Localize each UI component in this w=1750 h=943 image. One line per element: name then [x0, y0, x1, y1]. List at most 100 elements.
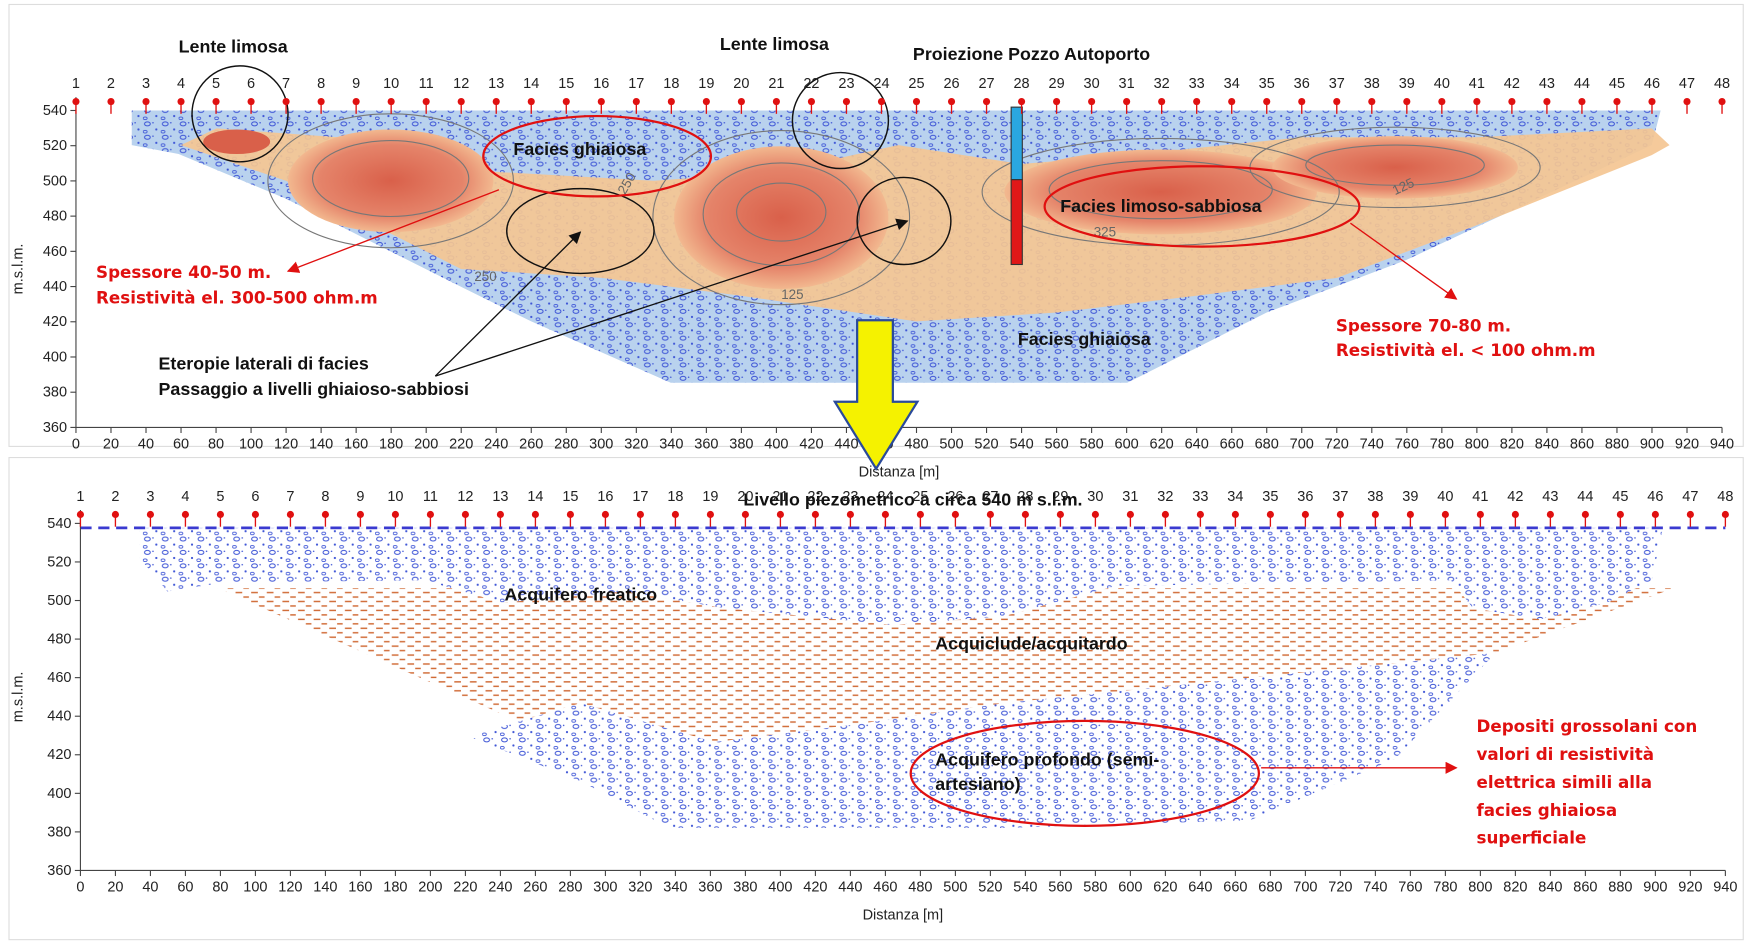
electrode [1263, 98, 1270, 105]
x-tick-label: 120 [278, 880, 302, 896]
electrode-label: 46 [1644, 76, 1660, 92]
x-tick-label: 220 [453, 880, 477, 896]
electrode-label: 39 [1402, 489, 1418, 505]
x-tick-label: 40 [142, 880, 158, 896]
annotation: Lente limosa [179, 36, 289, 56]
electrode-label: 15 [558, 76, 574, 92]
x-tick-label: 780 [1430, 437, 1454, 453]
y-axis-label: m.s.l.m. [10, 672, 26, 723]
electrode-label: 48 [1717, 489, 1733, 505]
electrode-label: 37 [1329, 76, 1345, 92]
x-tick-label: 880 [1605, 437, 1629, 453]
annotation: Lente limosa [720, 34, 830, 54]
electrode-label: 46 [1647, 489, 1663, 505]
electrode-label: 16 [597, 489, 613, 505]
note: Spessore 70-80 m. [1336, 315, 1511, 335]
y-tick-label: 540 [47, 516, 71, 532]
x-tick-label: 180 [383, 880, 407, 896]
x-tick-label: 560 [1048, 880, 1072, 896]
electrode-label: 19 [702, 489, 718, 505]
x-tick-label: 160 [344, 437, 368, 453]
electrode [112, 511, 119, 518]
x-tick-label: 100 [239, 437, 263, 453]
electrode-label: 8 [317, 76, 325, 92]
electrode-label: 29 [1052, 489, 1068, 505]
x-tick-label: 920 [1678, 880, 1702, 896]
resistive-blob [1004, 150, 1316, 235]
electrode-label: 27 [978, 76, 994, 92]
electrode [1582, 511, 1589, 518]
x-tick-label: 280 [554, 437, 578, 453]
x-tick-label: 260 [519, 437, 543, 453]
x-tick-label: 260 [523, 880, 547, 896]
electrode [1127, 511, 1134, 518]
electrode-label: 9 [352, 76, 360, 92]
electrode-label: 4 [177, 76, 185, 92]
electrode-label: 7 [286, 489, 294, 505]
electrode [212, 98, 219, 105]
x-tick-label: 140 [313, 880, 337, 896]
x-tick-label: 220 [449, 437, 473, 453]
y-tick-label: 540 [43, 103, 67, 119]
x-tick-label: 520 [974, 437, 998, 453]
x-tick-label: 140 [309, 437, 333, 453]
x-tick-label: 760 [1398, 880, 1422, 896]
electrode-label: 12 [457, 489, 473, 505]
electrode-label: 30 [1084, 76, 1100, 92]
electrode [1092, 511, 1099, 518]
x-tick-label: 720 [1325, 437, 1349, 453]
electrode-label: 7 [282, 76, 290, 92]
note: superficiale [1477, 828, 1587, 848]
electrode [493, 98, 500, 105]
electrode [1372, 511, 1379, 518]
x-tick-label: 740 [1363, 880, 1387, 896]
x-tick-label: 660 [1223, 880, 1247, 896]
y-tick-label: 400 [47, 786, 71, 802]
x-tick-label: 320 [624, 437, 648, 453]
electrode-label: 28 [1014, 76, 1030, 92]
electrode [1197, 511, 1204, 518]
electrode-label: 18 [667, 489, 683, 505]
electrode [1648, 98, 1655, 105]
x-tick-label: 120 [274, 437, 298, 453]
x-tick-label: 580 [1083, 880, 1107, 896]
y-tick-label: 360 [47, 863, 71, 879]
electrode-label: 1 [72, 76, 80, 92]
electrode-label: 1 [76, 489, 84, 505]
electrode-label: 33 [1192, 489, 1208, 505]
electrode [1473, 98, 1480, 105]
electrode [532, 511, 539, 518]
x-tick-label: 840 [1538, 880, 1562, 896]
electrode [318, 98, 325, 105]
electrode-label: 47 [1682, 489, 1698, 505]
x-tick-label: 880 [1608, 880, 1632, 896]
electrode-label: 5 [212, 76, 220, 92]
electrode [1298, 98, 1305, 105]
resistive-blob [203, 129, 270, 154]
electrode [598, 98, 605, 105]
electrode-label: 42 [1504, 76, 1520, 92]
x-tick-label: 300 [589, 437, 613, 453]
electrode [1088, 98, 1095, 105]
x-tick-label: 500 [939, 437, 963, 453]
electrode-label: 45 [1612, 489, 1628, 505]
electrode [633, 98, 640, 105]
x-axis-label: Distanza [m] [863, 908, 944, 924]
x-tick-label: 280 [558, 880, 582, 896]
electrode [1687, 511, 1694, 518]
electrode [1368, 98, 1375, 105]
electrode-label: 26 [947, 489, 963, 505]
electrode-label: 31 [1119, 76, 1135, 92]
electrode [1333, 98, 1340, 105]
x-tick-label: 0 [76, 880, 84, 896]
electrode-label: 41 [1472, 489, 1488, 505]
x-tick-label: 860 [1570, 437, 1594, 453]
electrode [567, 511, 574, 518]
electrode [528, 98, 535, 105]
electrode-label: 40 [1437, 489, 1453, 505]
x-tick-label: 560 [1044, 437, 1068, 453]
electrode-label: 19 [698, 76, 714, 92]
electrode [217, 511, 224, 518]
electrode [1617, 511, 1624, 518]
annotation: Eteropie laterali di facies [159, 353, 369, 373]
